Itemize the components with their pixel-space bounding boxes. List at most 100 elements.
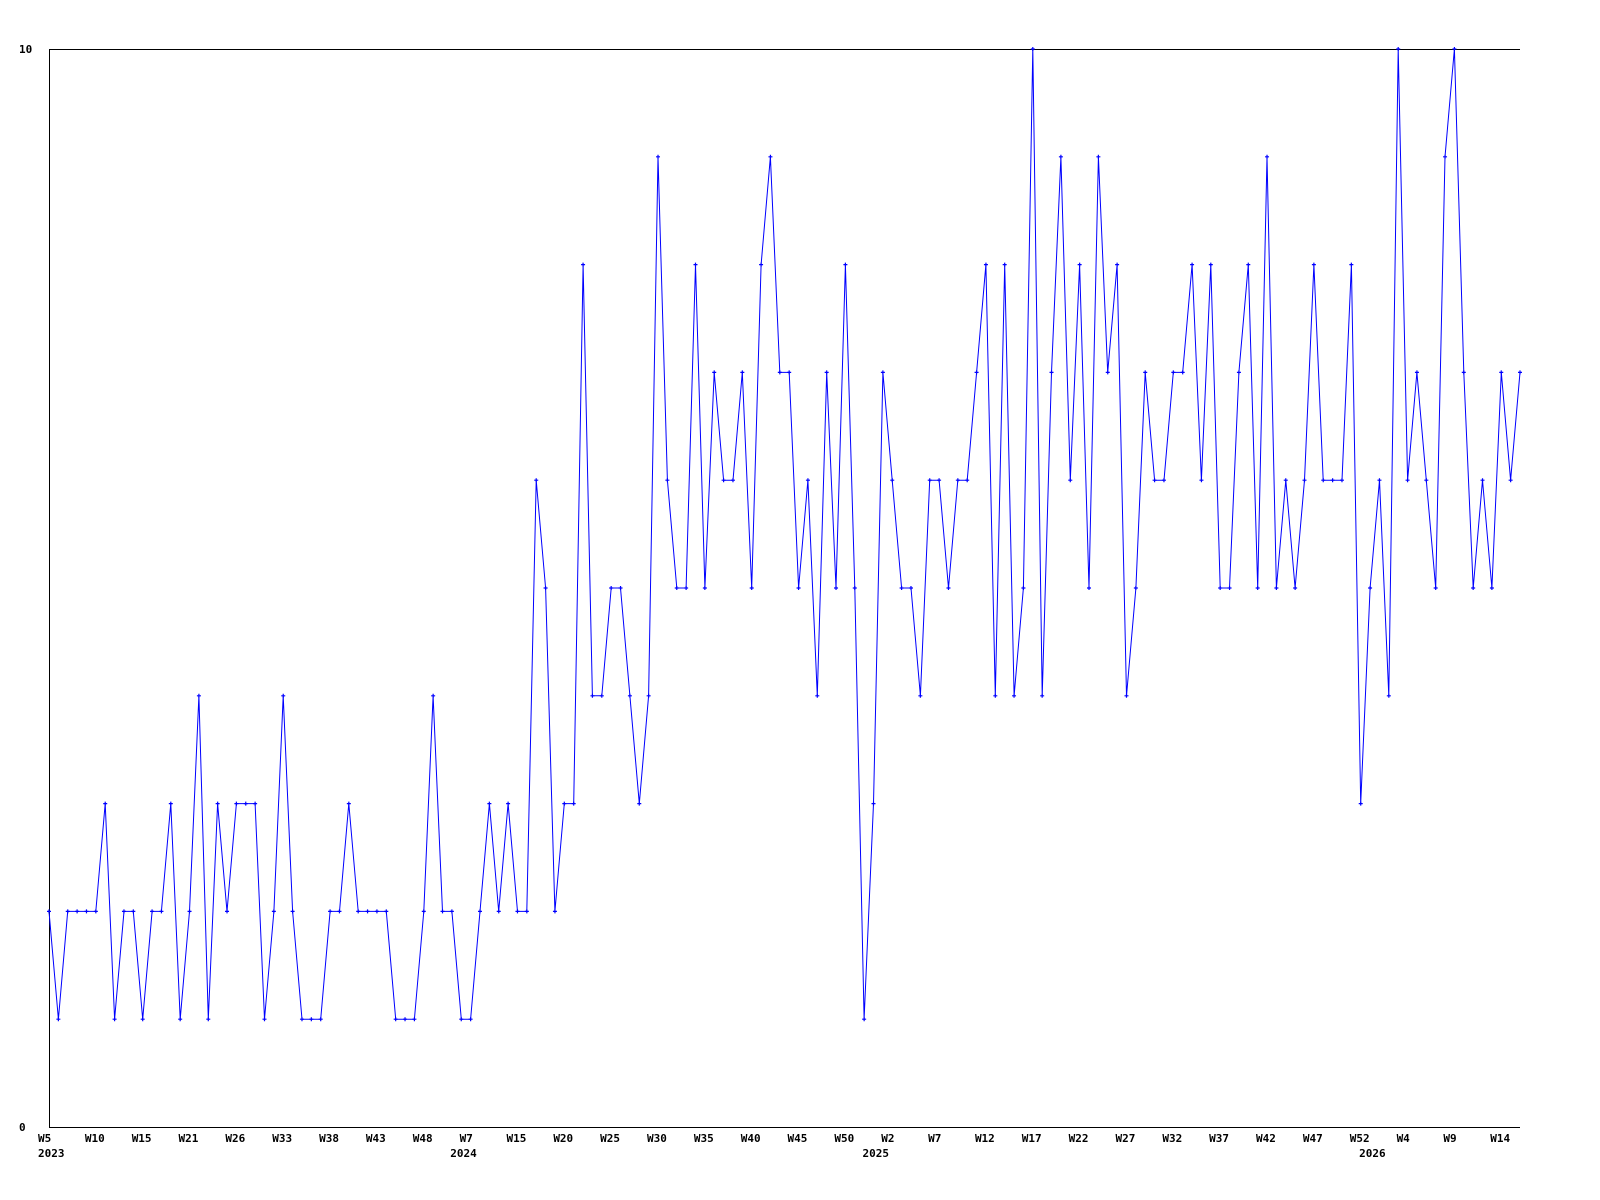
x-tick-label: W4 [1397,1132,1411,1145]
data-point [815,693,820,698]
x-tick-label: W42 [1256,1132,1276,1145]
data-point [1152,478,1157,483]
data-point [843,262,848,267]
data-point [374,909,379,914]
data-point [1499,370,1504,375]
data-point [590,693,595,698]
x-tick-label: W37 [1209,1132,1229,1145]
data-point [759,262,764,267]
x-tick-label: W15 [132,1132,152,1145]
data-point [834,586,839,590]
data-point [852,586,857,590]
data-point [665,478,670,483]
data-point [571,801,576,806]
data-point [318,1017,323,1022]
data-point [299,1017,304,1022]
data-point [1283,478,1288,483]
data-point [1190,262,1195,267]
data-point [168,801,173,806]
data-point [1227,586,1232,590]
data-point [899,586,904,590]
data-point [412,1017,417,1022]
data-point [796,586,801,590]
data-point [562,801,567,806]
data-point [1255,586,1260,590]
x-tick-label: W52 [1350,1132,1370,1145]
data-point [1030,47,1035,51]
x-tick-label: W50 [834,1132,854,1145]
x-tick-label: W43 [366,1132,386,1145]
data-point [749,586,754,590]
x-tick-label: W17 [1022,1132,1042,1145]
data-point [1049,370,1054,375]
data-point [1443,154,1448,159]
data-point [918,693,923,698]
data-point [1386,693,1391,698]
year-label: 2024 [450,1147,477,1160]
data-point [234,801,239,806]
data-point [309,1017,314,1022]
data-point [1002,262,1007,267]
data-point [993,693,998,698]
data-point [1133,586,1138,590]
data-point [768,154,773,159]
data-point [983,262,988,267]
data-point [365,909,370,914]
year-label: 2026 [1359,1147,1386,1160]
data-point [552,909,557,914]
y-tick-label-min: 0 [19,1121,26,1134]
data-point [1349,262,1354,267]
data-point [131,909,136,914]
data-point [328,909,333,914]
x-tick-label: W40 [741,1132,761,1145]
data-point [1087,586,1092,590]
x-tick-label: W14 [1490,1132,1510,1145]
data-point [93,909,98,914]
data-point [1012,693,1017,698]
data-point [627,693,632,698]
data-point [356,909,361,914]
data-point [1339,478,1344,483]
data-point [805,478,810,483]
data-point [543,586,548,590]
data-point [1330,478,1335,483]
x-tick-label: W47 [1303,1132,1323,1145]
data-point [777,370,782,375]
data-point [1246,262,1251,267]
data-point [1508,478,1513,483]
data-point [1480,478,1485,483]
data-point [787,370,792,375]
data-point [1489,586,1494,590]
data-point [121,909,126,914]
data-point [955,478,960,483]
series-line [48,48,1521,1020]
data-point [656,154,661,159]
data-point [196,693,201,698]
x-tick-label: W48 [413,1132,433,1145]
data-point [112,1017,117,1022]
data-point [1040,693,1045,698]
data-point [862,1017,867,1022]
data-point [581,262,586,267]
data-point [1452,47,1457,51]
data-point [674,586,679,590]
data-point [1077,262,1082,267]
data-point [477,909,482,914]
data-point [1058,154,1063,159]
x-tick-label: W30 [647,1132,667,1145]
x-tick-label: W20 [553,1132,573,1145]
y-tick-label-max: 10 [19,43,32,56]
data-point [487,801,492,806]
data-point [1068,478,1073,483]
data-point [1358,801,1363,806]
data-point [440,909,445,914]
data-point [421,909,426,914]
x-tick-labels: W5 W10 W15 W21 W26 W33 W38 W43 W48 W7 W15 W20 W25 W30… [38,1132,1511,1145]
x-tick-label: W35 [694,1132,714,1145]
data-point [1293,586,1298,590]
data-point [1171,370,1176,375]
data-point [65,909,70,914]
data-point [1302,478,1307,483]
data-point [599,693,604,698]
x-tick-label: W21 [179,1132,199,1145]
